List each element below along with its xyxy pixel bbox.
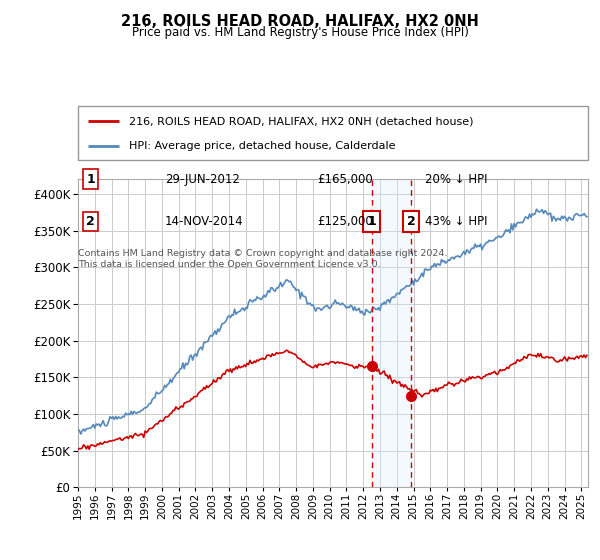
Text: 43% ↓ HPI: 43% ↓ HPI [425, 215, 487, 228]
Bar [371, 179, 412, 487]
Text: Price paid vs. HM Land Registry's House Price Index (HPI): Price paid vs. HM Land Registry's House … [131, 26, 469, 39]
Text: 29-JUN-2012: 29-JUN-2012 [164, 172, 239, 185]
Text: 20% ↓ HPI: 20% ↓ HPI [425, 172, 487, 185]
Text: 1: 1 [86, 172, 95, 185]
Text: £165,000: £165,000 [318, 172, 373, 185]
Text: 1: 1 [367, 215, 376, 228]
Text: Contains HM Land Registry data © Crown copyright and database right 2024.: Contains HM Land Registry data © Crown c… [78, 249, 448, 258]
Text: £125,000: £125,000 [318, 215, 373, 228]
Text: This data is licensed under the Open Government Licence v3.0.: This data is licensed under the Open Gov… [78, 260, 380, 269]
Text: 216, ROILS HEAD ROAD, HALIFAX, HX2 0NH: 216, ROILS HEAD ROAD, HALIFAX, HX2 0NH [121, 14, 479, 29]
Text: 2: 2 [86, 215, 95, 228]
Text: 216, ROILS HEAD ROAD, HALIFAX, HX2 0NH (detached house): 216, ROILS HEAD ROAD, HALIFAX, HX2 0NH (… [129, 116, 473, 127]
Text: 2: 2 [407, 215, 416, 228]
FancyBboxPatch shape [78, 106, 588, 160]
Text: 14-NOV-2014: 14-NOV-2014 [164, 215, 244, 228]
Text: HPI: Average price, detached house, Calderdale: HPI: Average price, detached house, Cald… [129, 141, 395, 151]
